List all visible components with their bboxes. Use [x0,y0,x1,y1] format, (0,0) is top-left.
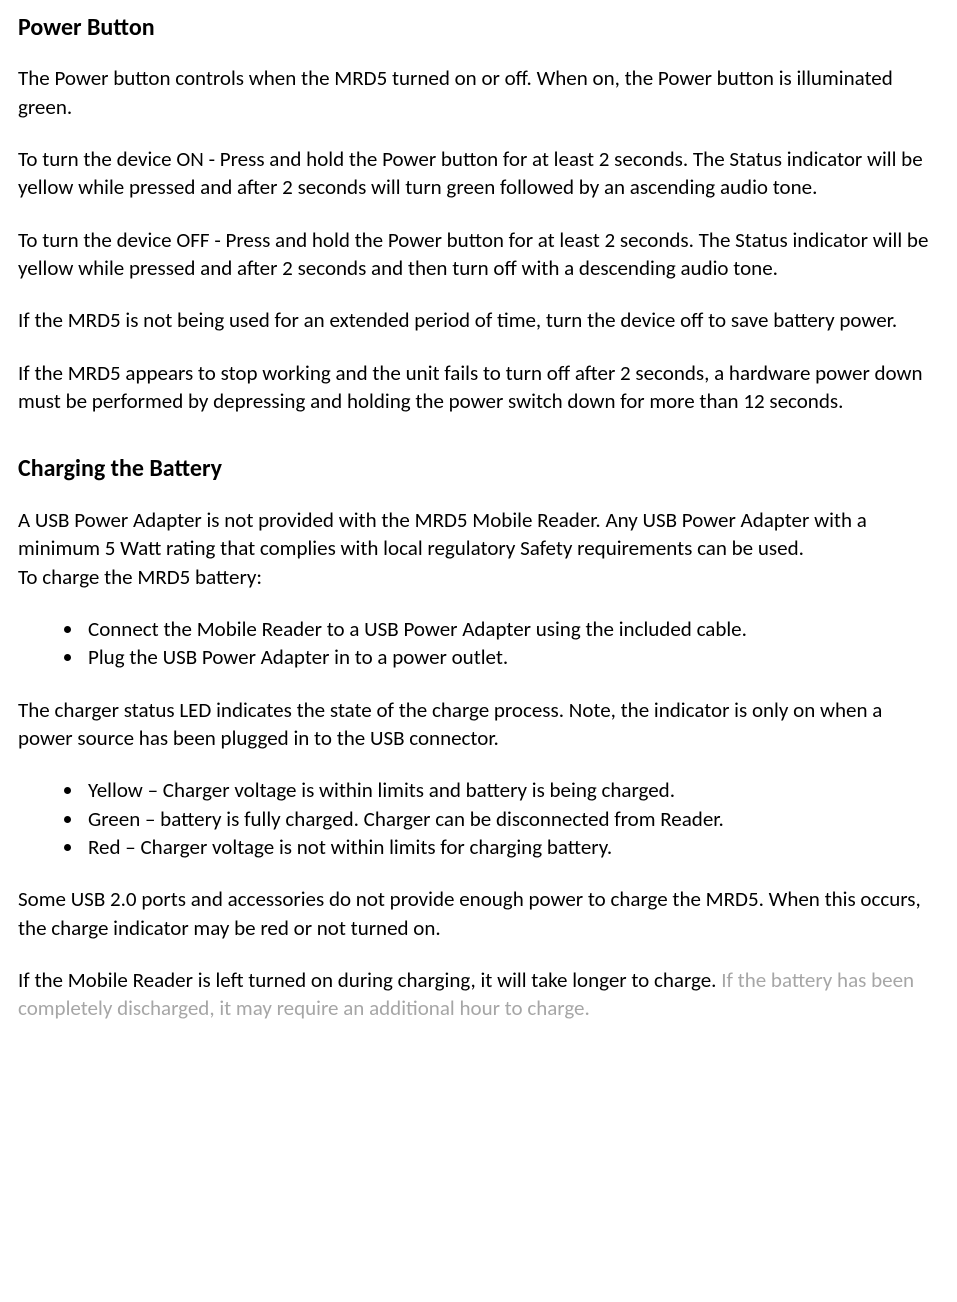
list-item: Plug the USB Power Adapter in to a power… [84,643,939,671]
paragraph-mixed: If the Mobile Reader is left turned on d… [18,966,939,1023]
paragraph: The charger status LED indicates the sta… [18,696,939,753]
list-item: Yellow – Charger voltage is within limit… [84,776,939,804]
paragraph: A USB Power Adapter is not provided with… [18,506,939,563]
list-item: Red – Charger voltage is not within limi… [84,833,939,861]
paragraph: If the MRD5 is not being used for an ext… [18,306,939,334]
paragraph: The Power button controls when the MRD5 … [18,64,939,121]
text-normal: If the Mobile Reader is left turned on d… [18,967,721,993]
heading-power-button: Power Button [18,12,939,44]
paragraph: To charge the MRD5 battery: [18,563,939,591]
list-item: Green – battery is fully charged. Charge… [84,805,939,833]
paragraph: Some USB 2.0 ports and accessories do no… [18,885,939,942]
paragraph: To turn the device ON - Press and hold t… [18,145,939,202]
bullet-list-led-states: Yellow – Charger voltage is within limit… [18,776,939,861]
paragraph: To turn the device OFF - Press and hold … [18,226,939,283]
list-item: Connect the Mobile Reader to a USB Power… [84,615,939,643]
bullet-list-charge-steps: Connect the Mobile Reader to a USB Power… [18,615,939,672]
heading-charging-battery: Charging the Battery [18,453,939,485]
paragraph: If the MRD5 appears to stop working and … [18,359,939,416]
